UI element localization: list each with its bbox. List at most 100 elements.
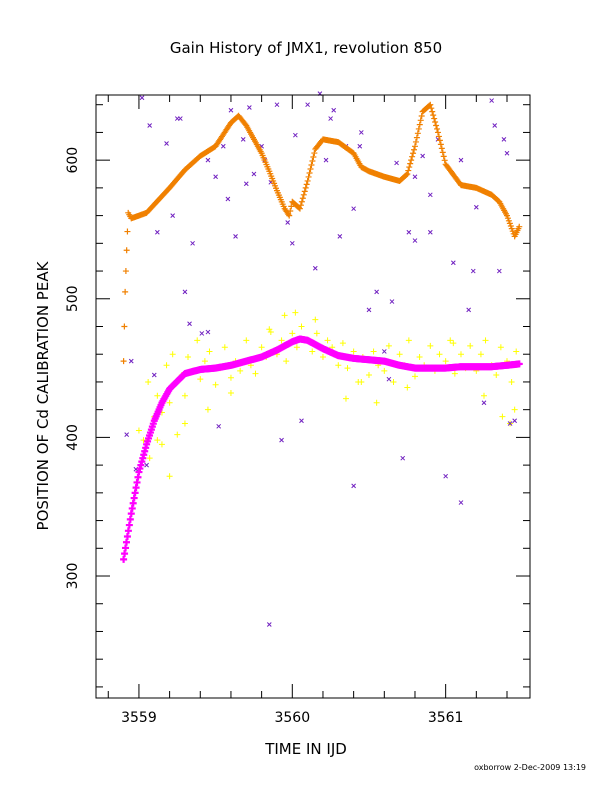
low-raw-point <box>166 473 173 480</box>
low-raw-point <box>312 316 319 323</box>
high-smooth-point <box>413 134 420 141</box>
high-smooth-point <box>405 167 412 174</box>
low-raw-point <box>298 323 305 330</box>
high-raw-point <box>289 240 295 246</box>
high-raw-point <box>458 157 464 163</box>
high-raw-point <box>274 102 280 108</box>
high-raw-point <box>481 400 487 406</box>
low-raw-point <box>181 392 188 399</box>
low-raw-point <box>427 342 434 349</box>
low-raw-point <box>163 362 170 369</box>
high-smooth-point <box>416 121 423 128</box>
high-raw-point <box>386 376 392 382</box>
low-raw-point <box>480 392 487 399</box>
high-raw-point <box>443 473 449 479</box>
low-raw-point <box>450 340 457 347</box>
low-smooth-series <box>120 335 523 563</box>
low-raw-point <box>267 329 274 336</box>
high-raw-point <box>496 268 502 274</box>
high-smooth-point <box>418 112 425 119</box>
high-smooth-point <box>428 105 435 112</box>
low-raw-point <box>227 390 234 397</box>
low-raw-point <box>499 413 506 420</box>
high-raw-point <box>328 116 333 121</box>
high-raw-point <box>199 331 205 336</box>
low-raw-point <box>457 351 464 358</box>
high-raw-point <box>450 260 456 266</box>
high-smooth-point <box>303 181 310 188</box>
high-raw-point <box>489 98 495 103</box>
low-raw-point <box>292 309 299 316</box>
low-raw-point <box>373 399 380 406</box>
high-smooth-point <box>436 137 443 144</box>
high-smooth-point <box>440 153 447 160</box>
x-axis-label: TIME IN IJD <box>264 740 347 758</box>
low-raw-point <box>158 441 165 448</box>
high-smooth-point <box>411 146 418 153</box>
low-raw-point <box>154 437 161 444</box>
high-raw-point <box>351 206 356 212</box>
high-raw-point <box>144 462 149 468</box>
high-smooth-point <box>307 165 314 172</box>
low-raw-point <box>477 351 484 358</box>
high-raw-point <box>501 137 507 142</box>
high-raw-point <box>512 418 518 424</box>
high-raw-point <box>504 150 510 156</box>
high-raw-point <box>240 137 246 142</box>
low-raw-point <box>204 406 211 413</box>
high-smooth-point <box>287 207 294 214</box>
low-raw-point <box>493 372 500 379</box>
high-smooth-point <box>121 323 128 330</box>
high-smooth-point <box>302 184 309 191</box>
high-raw-point <box>389 299 395 304</box>
high-raw-point <box>139 95 145 101</box>
high-raw-point <box>154 229 160 235</box>
y-axis-label: POSITION OF Cd CALIBRATION PEAK <box>34 260 52 530</box>
high-raw-point <box>351 483 356 489</box>
low-raw-point <box>385 342 392 349</box>
high-smooth-point <box>417 117 424 124</box>
low-raw-point <box>511 406 518 413</box>
low-raw-point <box>243 337 250 344</box>
low-raw-point <box>451 370 458 377</box>
high-raw-point <box>266 622 272 627</box>
high-smooth-point <box>403 171 410 178</box>
high-raw-point <box>299 418 304 424</box>
high-smooth-point <box>427 101 434 108</box>
high-raw-point <box>473 204 479 210</box>
high-raw-point <box>323 157 329 163</box>
high-smooth-point <box>432 119 439 126</box>
high-smooth-point <box>120 358 127 365</box>
low-raw-point <box>358 378 365 385</box>
high-raw-point <box>381 349 387 354</box>
high-smooth-point <box>311 150 318 157</box>
high-raw-point <box>190 240 195 246</box>
high-smooth-point <box>285 211 292 218</box>
low-raw-point <box>411 373 418 380</box>
high-raw-point <box>170 213 176 218</box>
high-raw-point <box>492 123 498 128</box>
high-raw-point <box>205 329 211 335</box>
low-raw-point <box>508 378 515 385</box>
high-smooth-point <box>409 153 416 160</box>
high-raw-point <box>420 153 426 159</box>
high-smooth-point <box>435 133 442 140</box>
low-raw-point <box>166 399 173 406</box>
high-smooth-point <box>124 228 131 235</box>
high-raw-point <box>205 157 211 163</box>
low-raw-point <box>289 330 296 337</box>
y-tick-label: 400 <box>65 424 81 451</box>
high-smooth-point <box>288 203 295 210</box>
high-smooth-point <box>305 173 312 180</box>
high-raw-point <box>331 107 337 113</box>
low-raw-point <box>404 384 411 391</box>
low-raw-point <box>135 427 142 434</box>
low-raw-point <box>447 337 454 344</box>
high-raw-point <box>247 105 252 110</box>
low-raw-point <box>154 392 161 399</box>
high-raw-point <box>312 265 318 271</box>
high-smooth-point <box>286 212 293 219</box>
x-tick-label: 3561 <box>428 710 464 726</box>
high-raw-point <box>358 130 364 135</box>
low-raw-point <box>185 353 192 360</box>
